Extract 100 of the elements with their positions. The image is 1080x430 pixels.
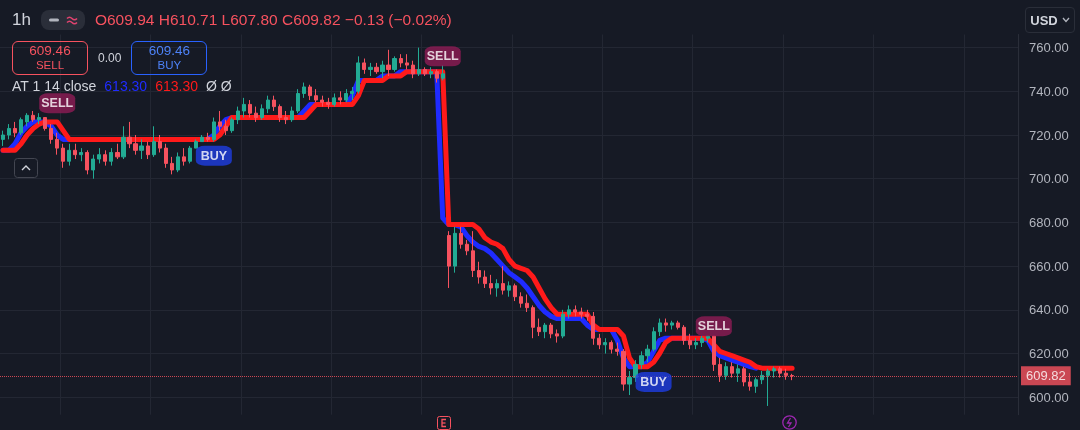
candlestick [19, 117, 23, 136]
candlestick [206, 132, 210, 143]
candlestick [754, 377, 758, 394]
candlestick [453, 226, 457, 274]
candlestick [652, 326, 656, 352]
candlestick [91, 154, 95, 180]
candlestick [79, 147, 83, 162]
candlestick [326, 97, 330, 110]
sell-button: 609.46 SELL [12, 41, 88, 75]
candlestick [242, 97, 246, 119]
candlestick [13, 121, 17, 138]
candlestick [272, 95, 276, 112]
candlestick [772, 366, 776, 379]
candlestick [224, 119, 228, 136]
candlestick [712, 335, 716, 372]
y-tick-label: 720.00 [1029, 127, 1069, 143]
candlestick [73, 143, 77, 160]
y-tick-label: 680.00 [1029, 214, 1069, 230]
annotation: 609.46 [29, 43, 71, 58]
candlestick [555, 328, 559, 344]
candlestick [392, 55, 397, 73]
candlestick [67, 143, 71, 167]
candlestick [164, 143, 168, 169]
candlestick [218, 110, 222, 132]
candlestick [260, 103, 264, 121]
candlestick [501, 265, 505, 296]
candlestick [429, 66, 433, 79]
ref-line-label: 609.82 [1026, 368, 1066, 384]
candlestick [513, 283, 517, 302]
candlestick [212, 117, 216, 143]
candlestick [200, 134, 204, 143]
candlestick [760, 370, 764, 385]
annotation: Ø Ø [205, 78, 232, 94]
annotation: 613.30 [104, 78, 148, 94]
candlestick [296, 88, 300, 114]
candlestick [362, 58, 366, 75]
candlestick [37, 112, 41, 125]
candlestick [670, 320, 674, 330]
chart-subtitle: O609.94 H610.71 L607.80 C609.82 −0.13 (−0.02%) [94, 11, 452, 29]
y-tick-label: 620.00 [1029, 346, 1069, 362]
candlestick [591, 311, 595, 346]
candlestick [525, 294, 529, 313]
chart-title: 1h [12, 10, 31, 30]
candlestick [694, 337, 698, 350]
candlestick [483, 269, 487, 289]
candlestick [314, 88, 318, 103]
candlestick [537, 318, 541, 337]
y-tick-label: 600.00 [1029, 389, 1069, 405]
candlestick [278, 103, 282, 123]
candlestick [411, 60, 415, 79]
candlestick [103, 149, 107, 167]
y-tick-label: 760.00 [1029, 40, 1069, 56]
candlestick [724, 361, 728, 381]
y-tick-label: 740.00 [1029, 83, 1069, 99]
candlestick [441, 64, 445, 81]
candlestick [477, 261, 481, 285]
currency-button: USD [1025, 7, 1075, 33]
candlestick [302, 82, 306, 99]
candlestick [459, 226, 463, 250]
candlestick [194, 138, 198, 149]
candlestick [176, 151, 180, 173]
candlestick [609, 339, 613, 355]
candlestick [266, 95, 270, 114]
candlestick [97, 147, 101, 164]
candlestick [158, 134, 162, 153]
candlestick [700, 335, 704, 348]
buy-button: 609.46 BUY [131, 41, 208, 75]
candlestick [254, 106, 258, 123]
y-tick-label: 660.00 [1029, 258, 1069, 274]
candlestick [405, 53, 409, 70]
candlestick [495, 278, 499, 298]
candlestick [230, 117, 234, 134]
candlestick [356, 55, 360, 94]
candlestick [465, 239, 469, 256]
candlestick [597, 333, 601, 350]
candlestick [579, 307, 583, 320]
candlestick [489, 274, 493, 296]
candlestick [43, 117, 47, 132]
candlestick [146, 141, 150, 160]
candlestick [182, 147, 186, 167]
annotation: AT 1 14 close [12, 78, 97, 94]
candlestick [338, 90, 342, 105]
candlestick [368, 62, 373, 77]
candlestick [766, 368, 770, 407]
candlestick [447, 230, 451, 289]
candlestick [332, 93, 336, 108]
candlestick [236, 106, 240, 125]
annotation: 613.30 [155, 78, 198, 94]
candlestick [1, 130, 5, 147]
candlestick [308, 84, 312, 101]
candlestick [682, 324, 686, 346]
candlestick [55, 132, 59, 156]
candlestick [688, 333, 692, 350]
candlestick [49, 123, 53, 145]
candlestick [676, 320, 680, 330]
candlestick [170, 156, 174, 175]
annotation: 609.46 [148, 43, 190, 58]
candlestick [115, 143, 120, 160]
candlestick [25, 112, 29, 127]
y-tick-label: 700.00 [1029, 171, 1069, 187]
